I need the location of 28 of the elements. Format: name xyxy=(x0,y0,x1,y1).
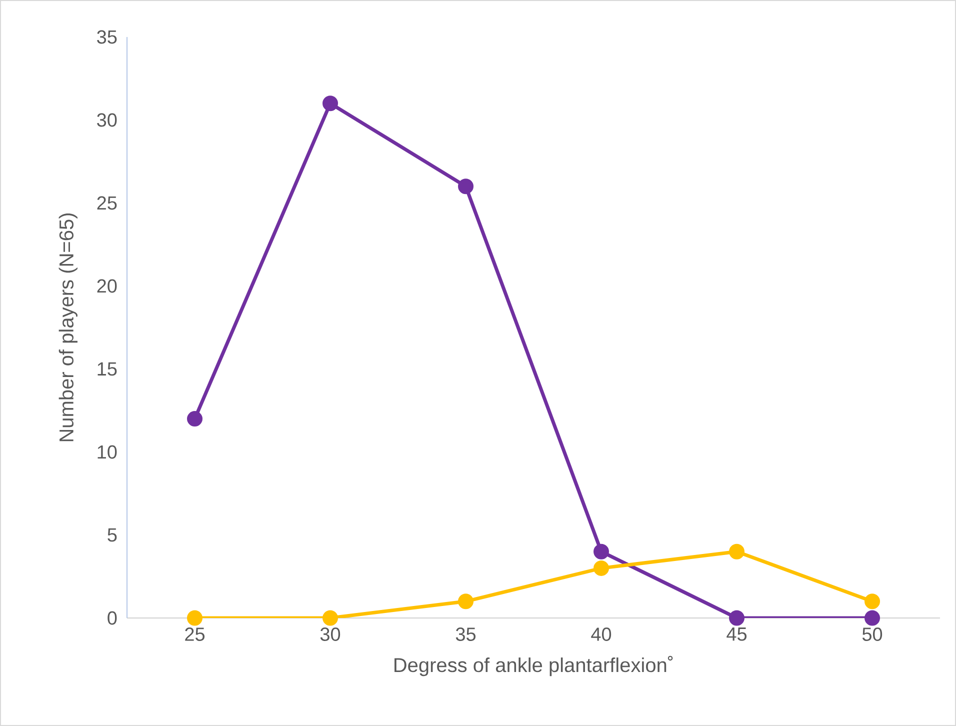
point xyxy=(864,594,880,610)
x-tick-label: 25 xyxy=(185,628,205,641)
y-tick-label: 30 xyxy=(97,113,117,127)
point xyxy=(458,594,474,610)
point xyxy=(322,610,338,626)
x-tick-label: 45 xyxy=(726,628,747,641)
x-tick-label: 50 xyxy=(862,628,882,641)
point xyxy=(729,610,745,626)
point xyxy=(594,544,610,560)
point xyxy=(458,178,474,194)
point xyxy=(729,544,745,560)
point xyxy=(594,560,610,576)
y-axis-title: Number of players (N=65) xyxy=(58,213,78,442)
x-tick-label: 30 xyxy=(320,628,340,641)
y-tick-label: 10 xyxy=(98,445,117,459)
x-tick-label: 40 xyxy=(591,628,612,641)
y-tick-label: 0 xyxy=(108,611,117,625)
y-tick-label: 5 xyxy=(108,528,117,542)
y-tick-label: 20 xyxy=(97,279,117,293)
point xyxy=(322,96,338,112)
y-tick-label: 35 xyxy=(97,30,117,44)
x-tick-label: 35 xyxy=(456,628,476,641)
point xyxy=(187,411,202,427)
y-tick-label: 25 xyxy=(97,196,117,210)
point xyxy=(187,610,202,626)
point xyxy=(864,610,880,626)
y-tick-label: 15 xyxy=(98,362,117,376)
x-axis-title: Degress of ankle plantarflexion˚ xyxy=(394,656,673,676)
